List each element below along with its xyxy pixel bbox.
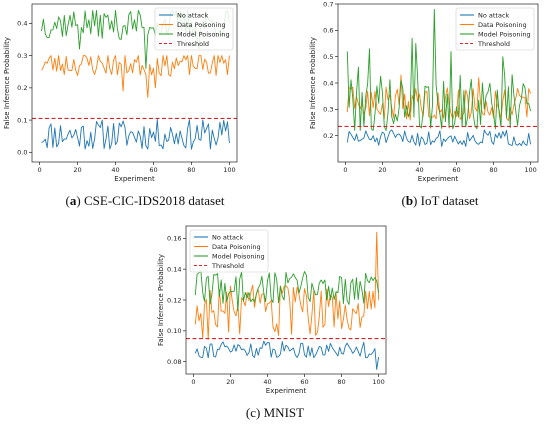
legend-label-no-attack-a: No attack bbox=[177, 11, 209, 19]
legend-label-data-poisoning-a: Data Poisoning bbox=[177, 21, 226, 29]
legend-label-threshold-a: Threshold bbox=[176, 40, 209, 48]
x-tick-label-c: 20 bbox=[226, 378, 234, 386]
y-tick-label-c: 0.12 bbox=[167, 296, 181, 304]
x-tick-label-b: 60 bbox=[452, 166, 460, 174]
legend-box-b bbox=[455, 7, 535, 51]
series-line-no-attack-c bbox=[194, 340, 380, 370]
caption-b-letter: b bbox=[405, 193, 414, 208]
x-axis-label-b: Experiment bbox=[418, 175, 459, 183]
y-tick-label-c: 0.10 bbox=[167, 327, 181, 335]
series-line-no-attack-b bbox=[346, 129, 532, 147]
x-tick-label-a: 20 bbox=[73, 166, 81, 174]
plot-area-a bbox=[32, 9, 237, 150]
y-tick-label-c: 0.14 bbox=[167, 265, 181, 273]
x-tick-label-c: 0 bbox=[191, 378, 195, 386]
chart-panel-c: 0 20 40 60 80 100 0.08 0.10 0.12 0.14 0.16 Experime… bbox=[150, 222, 400, 412]
legend-label-model-poisoning-b: Model Poisoning bbox=[478, 30, 531, 38]
y-tick-label-a: 0.3 bbox=[17, 52, 27, 60]
series-line-model-poisoning-b bbox=[346, 8, 532, 131]
x-tick-label-c: 100 bbox=[372, 378, 384, 386]
legend-label-model-poisoning-a: Model Poisoning bbox=[177, 30, 230, 38]
y-tick-label-a: 0.1 bbox=[17, 116, 27, 124]
series-line-data-poisoning-a bbox=[41, 55, 230, 98]
y-axis-label-c: False Inference Probability bbox=[157, 254, 165, 346]
legend-label-model-poisoning-c: Model Poisoning bbox=[212, 252, 265, 260]
legend-label-threshold-c: Threshold bbox=[211, 262, 244, 270]
x-axis-label-c: Experiment bbox=[266, 387, 307, 395]
x-tick-label-b: 0 bbox=[343, 166, 347, 174]
caption-a-letter: a bbox=[69, 193, 77, 208]
legend-label-no-attack-c: No attack bbox=[212, 233, 244, 241]
y-axis-label-b: False Inference Probability bbox=[309, 37, 317, 129]
y-tick-label-b: 0.5 bbox=[323, 53, 333, 61]
legend-box-a bbox=[154, 7, 234, 51]
series-line-model-poisoning-c bbox=[194, 269, 380, 312]
y-tick-label-b: 0.4 bbox=[323, 79, 333, 87]
plot-area-b bbox=[338, 8, 538, 147]
x-tick-label-a: 80 bbox=[187, 166, 195, 174]
y-tick-label-a: 0.4 bbox=[17, 20, 27, 28]
y-tick-label-b: 0.2 bbox=[323, 132, 333, 140]
x-tick-label-b: 20 bbox=[378, 166, 386, 174]
legend-label-data-poisoning-b: Data Poisoning bbox=[478, 21, 527, 29]
y-tick-label-b: 0.6 bbox=[323, 27, 333, 35]
y-tick-label-a: 0.0 bbox=[17, 149, 27, 157]
x-axis-label-a: Experiment bbox=[114, 175, 155, 183]
legend-label-no-attack-b: No attack bbox=[478, 11, 510, 19]
y-tick-label-b: 0.7 bbox=[323, 0, 333, 8]
chart-panel-b: 0 20 40 60 80 100 0.2 0.3 0.4 0.5 0.6 0.7 Experiment… bbox=[300, 0, 550, 200]
x-tick-label-b: 80 bbox=[489, 166, 497, 174]
series-line-data-poisoning-c bbox=[194, 231, 380, 340]
x-tick-label-b: 100 bbox=[524, 166, 536, 174]
y-tick-label-c: 0.16 bbox=[167, 235, 181, 243]
caption-a: (a) CSE-CIC-IDS2018 dataset bbox=[65, 193, 225, 208]
y-axis-label-a: False Inference Probability bbox=[3, 37, 11, 129]
legend-box-c bbox=[189, 229, 269, 273]
legend-label-threshold-b: Threshold bbox=[477, 40, 510, 48]
caption-a-text: CSE-CIC-IDS2018 dataset bbox=[83, 193, 225, 208]
x-tick-label-a: 60 bbox=[149, 166, 157, 174]
chart-b-svg: 0 20 40 60 80 100 0.2 0.3 0.4 0.5 0.6 0.7 Experiment… bbox=[309, 0, 539, 183]
plot-area-c bbox=[186, 231, 386, 370]
caption-b-text: IoT dataset bbox=[420, 193, 479, 208]
chart-a-svg: 0 20 40 60 80 100 0.0 0.1 0.2 0.3 0.4 Experiment Fal… bbox=[3, 3, 238, 183]
x-tick-label-c: 40 bbox=[263, 378, 271, 386]
x-tick-label-c: 60 bbox=[300, 378, 308, 386]
x-tick-label-a: 100 bbox=[223, 166, 235, 174]
legend-label-data-poisoning-c: Data Poisoning bbox=[212, 243, 261, 251]
chart-c-svg: 0 20 40 60 80 100 0.08 0.10 0.12 0.14 0.16 Experime… bbox=[157, 225, 387, 395]
x-tick-label-b: 40 bbox=[415, 166, 423, 174]
caption-c-letter: c bbox=[250, 405, 257, 420]
series-line-no-attack-a bbox=[41, 118, 230, 150]
y-tick-label-c: 0.08 bbox=[167, 358, 181, 366]
x-tick-label-a: 0 bbox=[38, 166, 42, 174]
caption-b: (b) IoT dataset bbox=[401, 193, 479, 208]
y-tick-label-a: 0.2 bbox=[17, 84, 27, 92]
y-tick-label-b: 0.3 bbox=[323, 106, 333, 114]
x-tick-label-c: 80 bbox=[337, 378, 345, 386]
caption-c: (c) MNIST bbox=[245, 405, 305, 420]
chart-panel-a: 0 20 40 60 80 100 0.0 0.1 0.2 0.3 0.4 Experiment Fal… bbox=[0, 0, 250, 200]
caption-c-text: MNIST bbox=[263, 405, 305, 420]
series-line-data-poisoning-b bbox=[346, 74, 532, 122]
plot-frame-a bbox=[31, 3, 238, 163]
x-tick-label-a: 40 bbox=[111, 166, 119, 174]
